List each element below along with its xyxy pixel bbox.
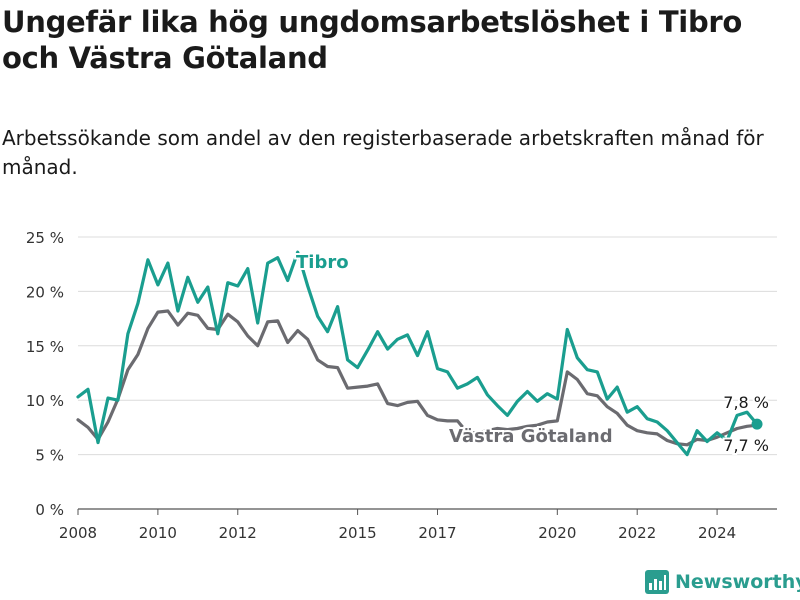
- end-value-label: 7,8 %: [723, 393, 769, 412]
- bar-chart-icon: [645, 570, 669, 594]
- y-tick-label: 10 %: [26, 392, 64, 410]
- chart-subtitle: Arbetssökande som andel av den registerb…: [2, 126, 764, 179]
- x-axis-ticks: 2008 2010 2012 2015 2017 2020 2022 2024: [59, 509, 736, 542]
- y-tick-label: 5 %: [35, 447, 64, 465]
- series-name-label: Västra Götaland: [449, 426, 613, 447]
- x-tick-label: 2008: [59, 524, 97, 542]
- brand-name: Newsworthy: [675, 571, 800, 593]
- x-tick-label: 2022: [618, 524, 656, 542]
- y-axis-ticks: 0 % 5 % 10 % 15 % 20 % 25 %: [26, 229, 64, 519]
- x-tick-label: 2024: [698, 524, 736, 542]
- x-tick-label: 2020: [538, 524, 576, 542]
- gridlines: [78, 236, 777, 510]
- series-name-label: Tibro: [296, 252, 349, 273]
- newsworthy-logo: Newsworthy: [645, 570, 800, 594]
- x-tick-label: 2017: [418, 524, 456, 542]
- series-lines: [76, 250, 759, 457]
- x-tick-label: 2010: [139, 524, 177, 542]
- y-tick-label: 20 %: [26, 283, 64, 301]
- y-tick-label: 25 %: [26, 229, 64, 247]
- series-labels: Tibro Västra Götaland 7,8 % 7,7 %: [294, 250, 771, 457]
- x-tick-label: 2015: [339, 524, 377, 542]
- series-line: [76, 250, 759, 457]
- end-value-label: 7,7 %: [723, 436, 769, 455]
- y-tick-label: 0 %: [35, 501, 64, 519]
- y-tick-label: 15 %: [26, 338, 64, 356]
- series-line: [76, 309, 759, 447]
- chart-title: Ungefär lika hög ungdomsarbetslöshet i T…: [2, 5, 743, 75]
- series-end-point: [751, 418, 763, 430]
- x-tick-label: 2012: [219, 524, 257, 542]
